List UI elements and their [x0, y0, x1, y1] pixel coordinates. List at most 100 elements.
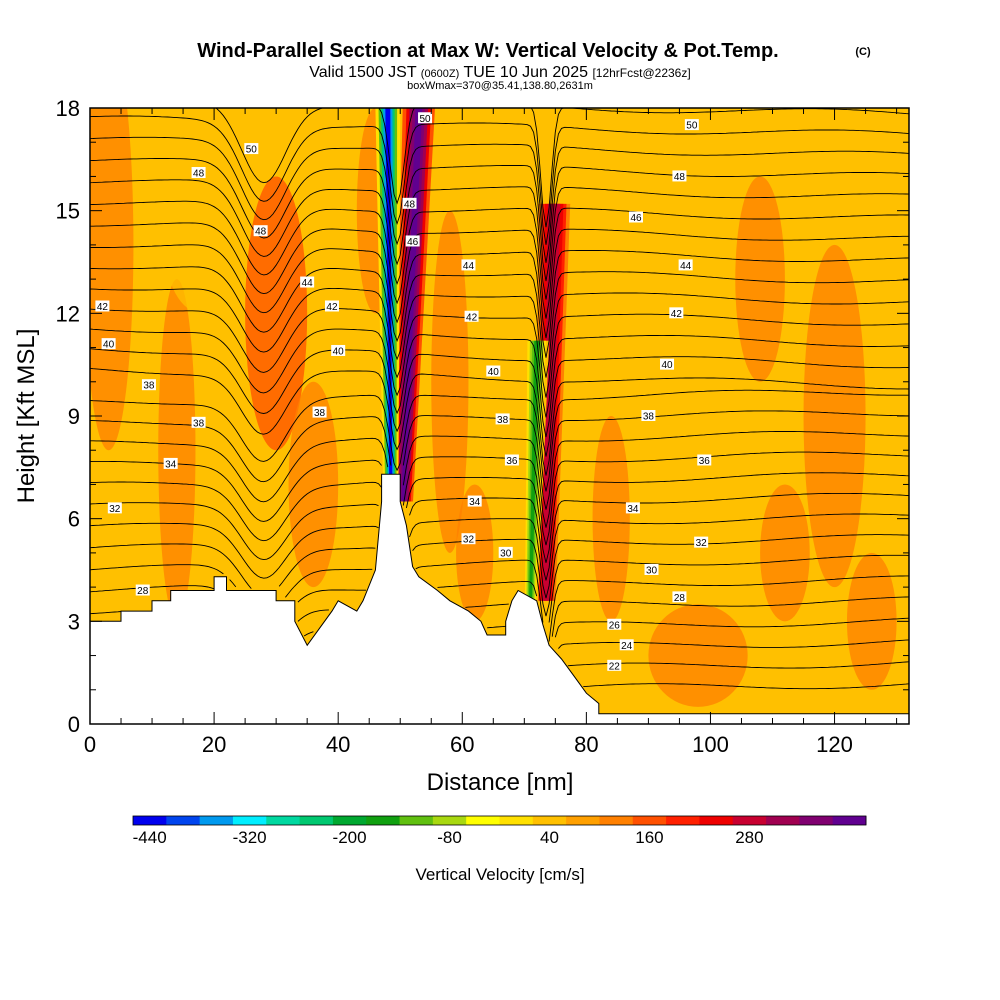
velocity-patch	[592, 416, 630, 622]
isentrope-line	[90, 389, 909, 492]
isentrope-label-text: 50	[246, 145, 258, 156]
colorbar-swatch	[466, 816, 500, 825]
isentrope-label-bg	[619, 639, 634, 651]
isentrope-label-bg	[678, 259, 693, 271]
isentrope-label: 40	[331, 344, 346, 357]
colorbar-swatch	[766, 816, 800, 825]
x-tick-label: 0	[84, 732, 96, 757]
isentrope-label-text: 24	[621, 641, 633, 652]
isentrope-line	[90, 115, 909, 245]
isentrope-label-bg	[486, 365, 501, 377]
isentrope-label-text: 42	[97, 302, 109, 313]
colorbar-tick-label: -320	[233, 828, 267, 847]
colorbar-swatch	[832, 816, 867, 825]
forecast-info: [12hrFcst@2236z]	[592, 66, 690, 80]
isentrope-label-text: 48	[193, 169, 205, 180]
velocity-patch	[760, 484, 810, 622]
isentrope-label: 28	[672, 591, 687, 604]
isentrope-label: 48	[402, 197, 417, 210]
colorbar-tick-label: 160	[635, 828, 663, 847]
isentrope-label-text: 32	[463, 535, 475, 546]
isentrope-labels: 50 48 48 44 42 42 40 40 38 38 38 34 32 28 50 48 46 44 42 40…	[95, 112, 712, 672]
isentrope-line	[90, 534, 909, 617]
chart-title: Wind-Parallel Section at Max W: Vertical…	[197, 40, 778, 62]
colorbar-tick-label: 40	[540, 828, 559, 847]
isentrope-label-bg	[312, 406, 327, 418]
colorbar-swatch	[599, 816, 634, 825]
isentropes	[90, 108, 909, 690]
isentrope-label: 36	[504, 454, 519, 467]
y-tick-label: 0	[68, 712, 80, 737]
isentrope-label-text: 26	[609, 620, 621, 631]
isentrope-label-text: 42	[466, 312, 478, 323]
terrain	[90, 473, 909, 724]
isentrope-label: 46	[629, 211, 643, 224]
isentrope-label-text: 30	[500, 548, 512, 559]
isentrope-label: 48	[253, 225, 268, 238]
colorbar-swatch	[133, 816, 167, 825]
colorbar-swatch	[666, 816, 700, 825]
velocity-patch	[164, 176, 239, 314]
isentrope-label-text: 44	[463, 261, 475, 272]
isentrope-label-text: 38	[497, 415, 509, 426]
velocity-patch	[629, 313, 668, 451]
isentrope-label: 50	[684, 119, 699, 132]
isentrope-label-bg	[331, 344, 346, 356]
isentrope-label-bg	[135, 584, 150, 596]
y-tick-label: 12	[56, 301, 80, 326]
isentrope-line	[90, 367, 909, 476]
isentrope-label: 50	[244, 143, 259, 156]
isentrope-label: 42	[95, 300, 110, 313]
colorbar-swatch	[699, 816, 734, 825]
isentrope-label: 28	[135, 584, 150, 597]
isentrope-label-bg	[467, 495, 482, 507]
colorbar-swatch	[299, 816, 334, 825]
x-tick-label: 120	[816, 732, 853, 757]
colorbar-swatch	[399, 816, 434, 825]
isentrope-line	[90, 472, 909, 563]
isentrope-label: 22	[607, 659, 622, 672]
colorbar-swatch	[199, 816, 234, 825]
colorbar-swatch	[566, 816, 600, 825]
colorbar-tick-label: -440	[133, 828, 167, 847]
isentrope-line	[90, 575, 909, 642]
isentrope-label-bg	[495, 413, 510, 425]
isentrope-label-bg	[625, 502, 640, 514]
isentrope-label: 38	[141, 379, 156, 392]
isentrope-label-bg	[95, 300, 110, 312]
isentrope-label-text: 48	[404, 199, 416, 210]
isentrope-label-bg	[644, 564, 659, 575]
isentrope-line	[90, 492, 909, 581]
x-tick-label: 80	[574, 732, 598, 757]
isentrope-label-text: 42	[326, 302, 338, 313]
x-tick-label: 40	[326, 732, 350, 757]
isentrope-label: 34	[467, 495, 482, 508]
colorbar-label: Vertical Velocity [cm/s]	[415, 865, 584, 884]
velocity-patch	[846, 552, 897, 690]
velocity-patch	[245, 176, 308, 451]
isentrope-label-text: 32	[109, 504, 121, 515]
isentrope-label-text: 50	[686, 121, 698, 132]
colorbar-swatch	[799, 816, 834, 825]
isentrope-label: 48	[672, 170, 687, 183]
velocity-patch	[158, 279, 196, 622]
isentrope-label-text: 40	[661, 360, 673, 371]
isentrope-line	[90, 200, 909, 319]
isentrope-label-text: 34	[627, 504, 639, 515]
isentrope-label: 34	[163, 457, 178, 470]
y-tick-label: 18	[56, 96, 80, 121]
colorbar-swatch	[366, 816, 401, 825]
x-tick-label: 20	[202, 732, 226, 757]
isentrope-line	[90, 179, 909, 300]
isentrope-label-text: 34	[469, 497, 481, 508]
isentrope-label-bg	[101, 338, 116, 350]
isentrope-line	[583, 683, 909, 690]
isentrope-line	[90, 410, 909, 510]
valid-prefix: Valid 1500 JST	[309, 64, 417, 81]
colorbar-frame	[132, 815, 867, 826]
isentrope-label: 38	[312, 406, 327, 419]
isentrope-label-text: 40	[103, 340, 115, 351]
isentrope-label-bg	[163, 457, 178, 469]
